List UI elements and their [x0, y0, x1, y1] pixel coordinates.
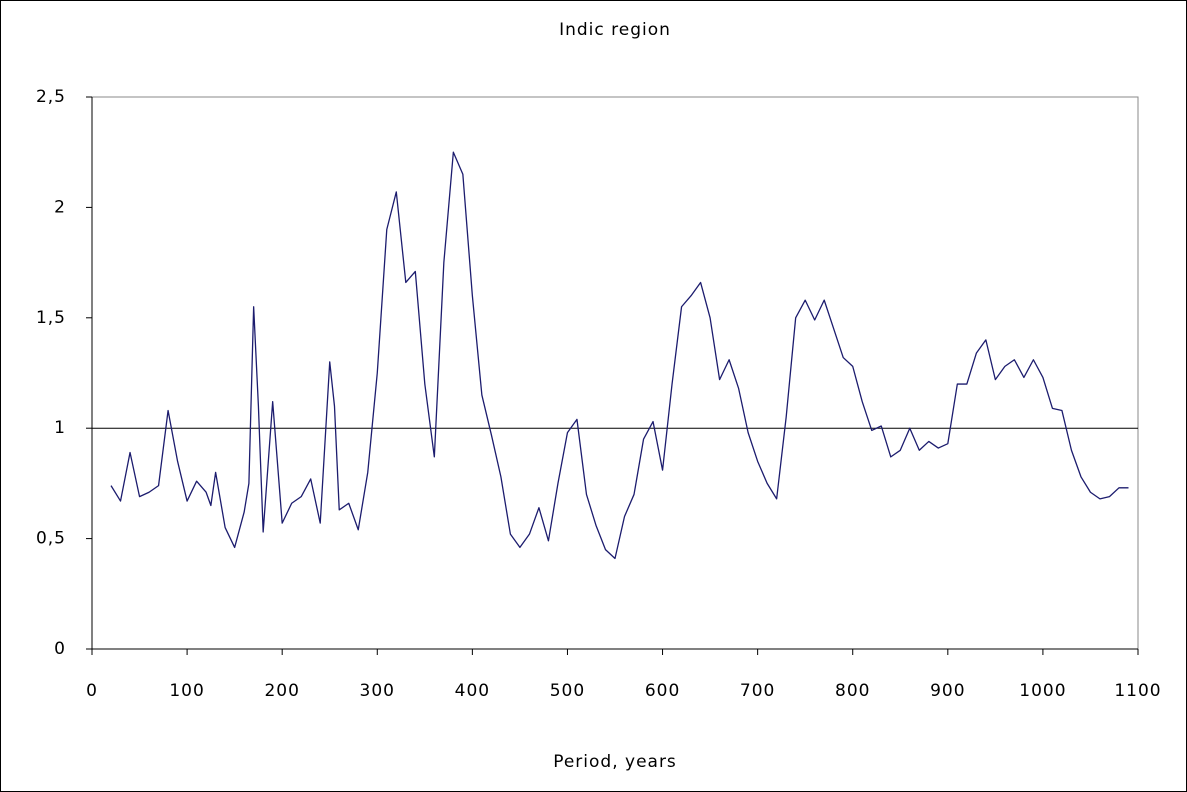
chart-title: Indic region: [559, 20, 671, 40]
x-tick-label: 800: [835, 681, 870, 701]
y-tick-label: 1,5: [36, 308, 66, 328]
y-tick-label: 0: [54, 639, 66, 659]
x-tick-label: 600: [645, 681, 680, 701]
x-tick-label: 1000: [1019, 681, 1066, 701]
x-tick-label: 400: [455, 681, 490, 701]
x-tick-label: 200: [264, 681, 299, 701]
y-tick-label: 2: [54, 197, 66, 217]
x-tick-label: 300: [360, 681, 395, 701]
y-tick-label: 2,5: [36, 87, 66, 107]
data-line: [110, 151, 1129, 560]
x-tick-label: 100: [169, 681, 204, 701]
y-tick-label: 1: [54, 418, 66, 438]
x-tick-label: 1100: [1114, 681, 1161, 701]
y-tick-label: 0,5: [36, 529, 66, 549]
x-tick-label: 900: [930, 681, 965, 701]
x-tick-label: 500: [550, 681, 585, 701]
x-tick-label: 700: [740, 681, 775, 701]
x-tick-label: 0: [86, 681, 98, 701]
x-axis-label: Period, years: [553, 752, 677, 772]
